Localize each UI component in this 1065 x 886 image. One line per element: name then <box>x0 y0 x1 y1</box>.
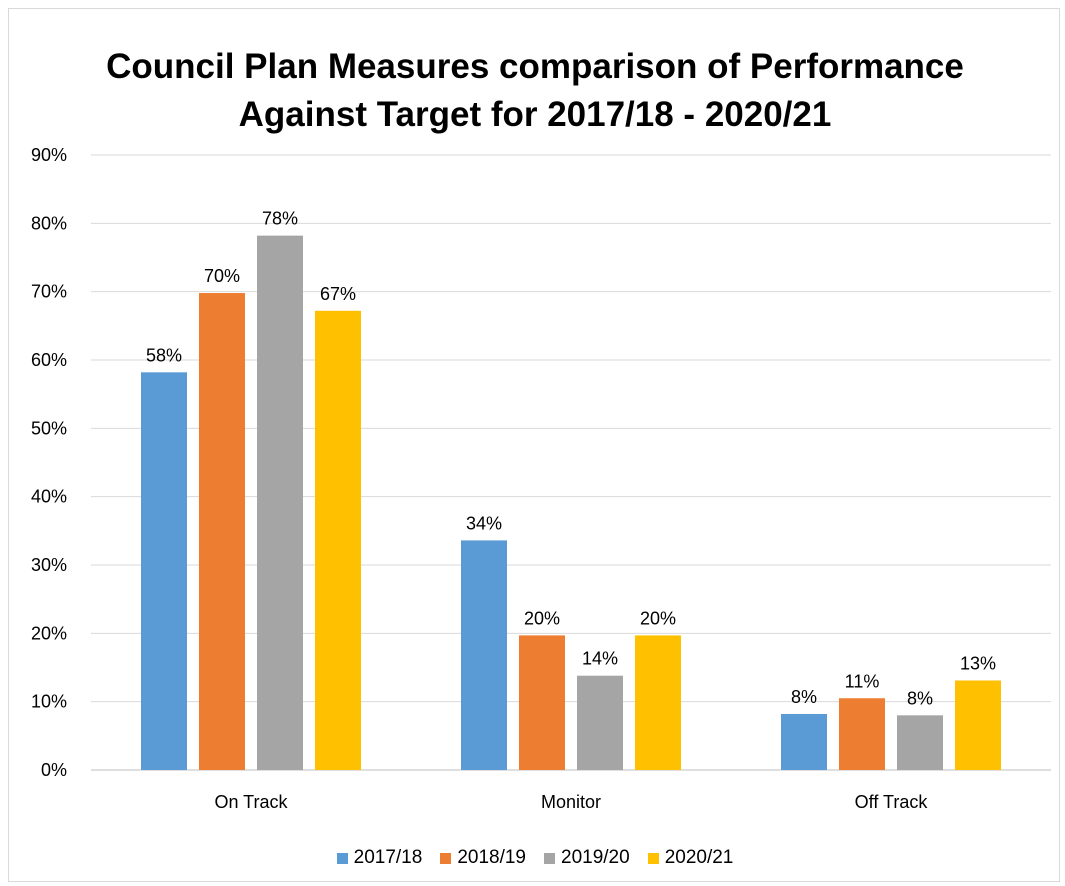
y-tick-label: 70% <box>31 282 67 302</box>
chart-title-line-2: Against Target for 2017/18 - 2020/21 <box>238 95 832 134</box>
legend-item: 2019/20 <box>544 847 630 869</box>
y-tick-label: 10% <box>31 692 67 712</box>
data-label: 14% <box>582 649 618 669</box>
y-tick-label: 80% <box>31 213 67 233</box>
y-tick-label: 0% <box>41 760 67 780</box>
y-tick-label: 50% <box>31 418 67 438</box>
bar <box>577 675 623 770</box>
data-label: 70% <box>204 266 240 286</box>
data-label: 8% <box>907 688 933 708</box>
bar <box>635 635 681 770</box>
legend-swatch <box>440 852 452 864</box>
bar <box>897 715 943 770</box>
legend-swatch <box>647 852 659 864</box>
x-tick-label: Monitor <box>541 792 601 812</box>
chart-area: Council Plan Measures comparison of Perf… <box>8 8 1060 882</box>
bar <box>199 293 245 770</box>
y-tick-label: 20% <box>31 623 67 643</box>
bar <box>519 635 565 770</box>
legend-item: 2017/18 <box>336 847 423 869</box>
bar <box>955 680 1001 770</box>
data-label: 13% <box>960 653 996 673</box>
y-tick-label: 40% <box>31 487 67 507</box>
data-label: 20% <box>640 608 676 628</box>
legend-label: 2020/21 <box>664 847 734 868</box>
legend-swatch <box>544 852 555 864</box>
chart-title: Council Plan Measures comparison of Perf… <box>9 43 1061 139</box>
x-tick-label: Off Track <box>855 792 929 812</box>
data-label: 20% <box>524 608 560 628</box>
chart-title-line-1: Council Plan Measures comparison of Perf… <box>106 47 964 86</box>
bar <box>839 698 885 770</box>
data-label: 58% <box>146 345 182 365</box>
bar <box>141 372 187 770</box>
data-label: 34% <box>466 513 502 533</box>
legend-label: 2018/19 <box>457 847 526 868</box>
data-label: 11% <box>845 671 880 691</box>
plot-area: 0% 10% 20% 30% 40% 50% 60% 70% 80% 90% 58% 70% 78% 67… <box>31 145 1051 812</box>
data-label: 8% <box>791 687 817 707</box>
y-tick-label: 90% <box>31 145 67 165</box>
legend: 2017/18 2018/19 2019/20 2020/21 <box>9 847 1061 869</box>
legend-item: 2018/19 <box>440 847 526 869</box>
y-tick-label: 30% <box>31 555 67 575</box>
bar <box>257 235 303 771</box>
legend-label: 2019/20 <box>561 847 630 868</box>
legend-item: 2020/21 <box>647 847 734 869</box>
legend-swatch <box>336 852 348 864</box>
data-label: 78% <box>262 209 298 229</box>
bar <box>781 713 827 770</box>
bar <box>315 310 361 770</box>
y-tick-label: 60% <box>31 350 67 370</box>
legend-label: 2017/18 <box>353 847 423 868</box>
x-tick-label: On Track <box>214 792 288 812</box>
bar <box>461 540 507 770</box>
data-label: 67% <box>320 284 356 304</box>
